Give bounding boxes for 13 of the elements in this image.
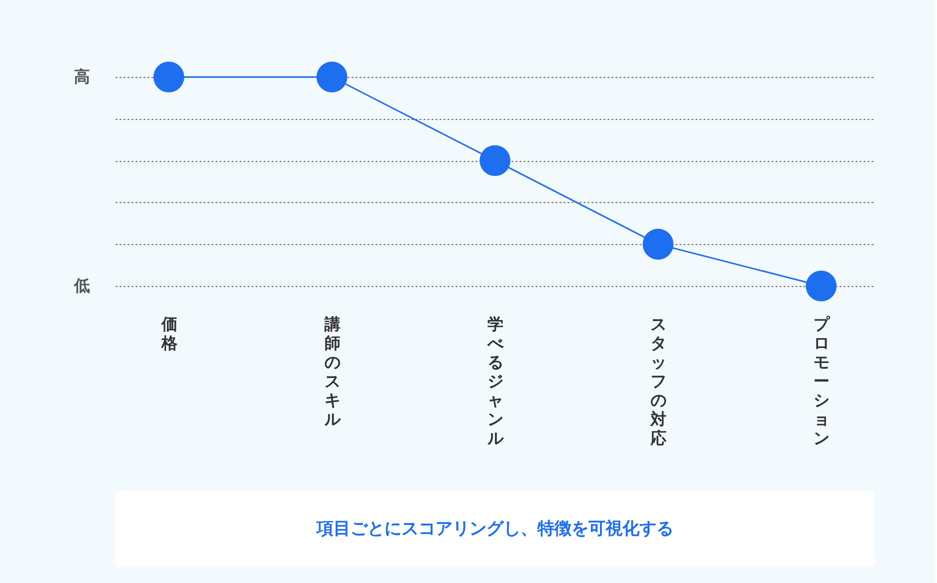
point — [480, 145, 510, 176]
x-tick-label: 講師のスキル — [323, 314, 342, 428]
x-tick-label: 価格 — [160, 314, 178, 352]
x-tick-label: スタッフの対応 — [650, 314, 667, 448]
point — [642, 228, 674, 260]
point — [316, 62, 348, 92]
point — [806, 270, 837, 302]
x-tick-label: 学べるジャンル — [486, 314, 504, 448]
text: 高 — [74, 67, 90, 86]
x-tick-label: プロモーション — [814, 314, 831, 448]
text: 低 — [73, 276, 90, 295]
point — [153, 62, 184, 92]
text: 項目ごとにスコアリングし、特徴を可視化する — [316, 519, 674, 539]
